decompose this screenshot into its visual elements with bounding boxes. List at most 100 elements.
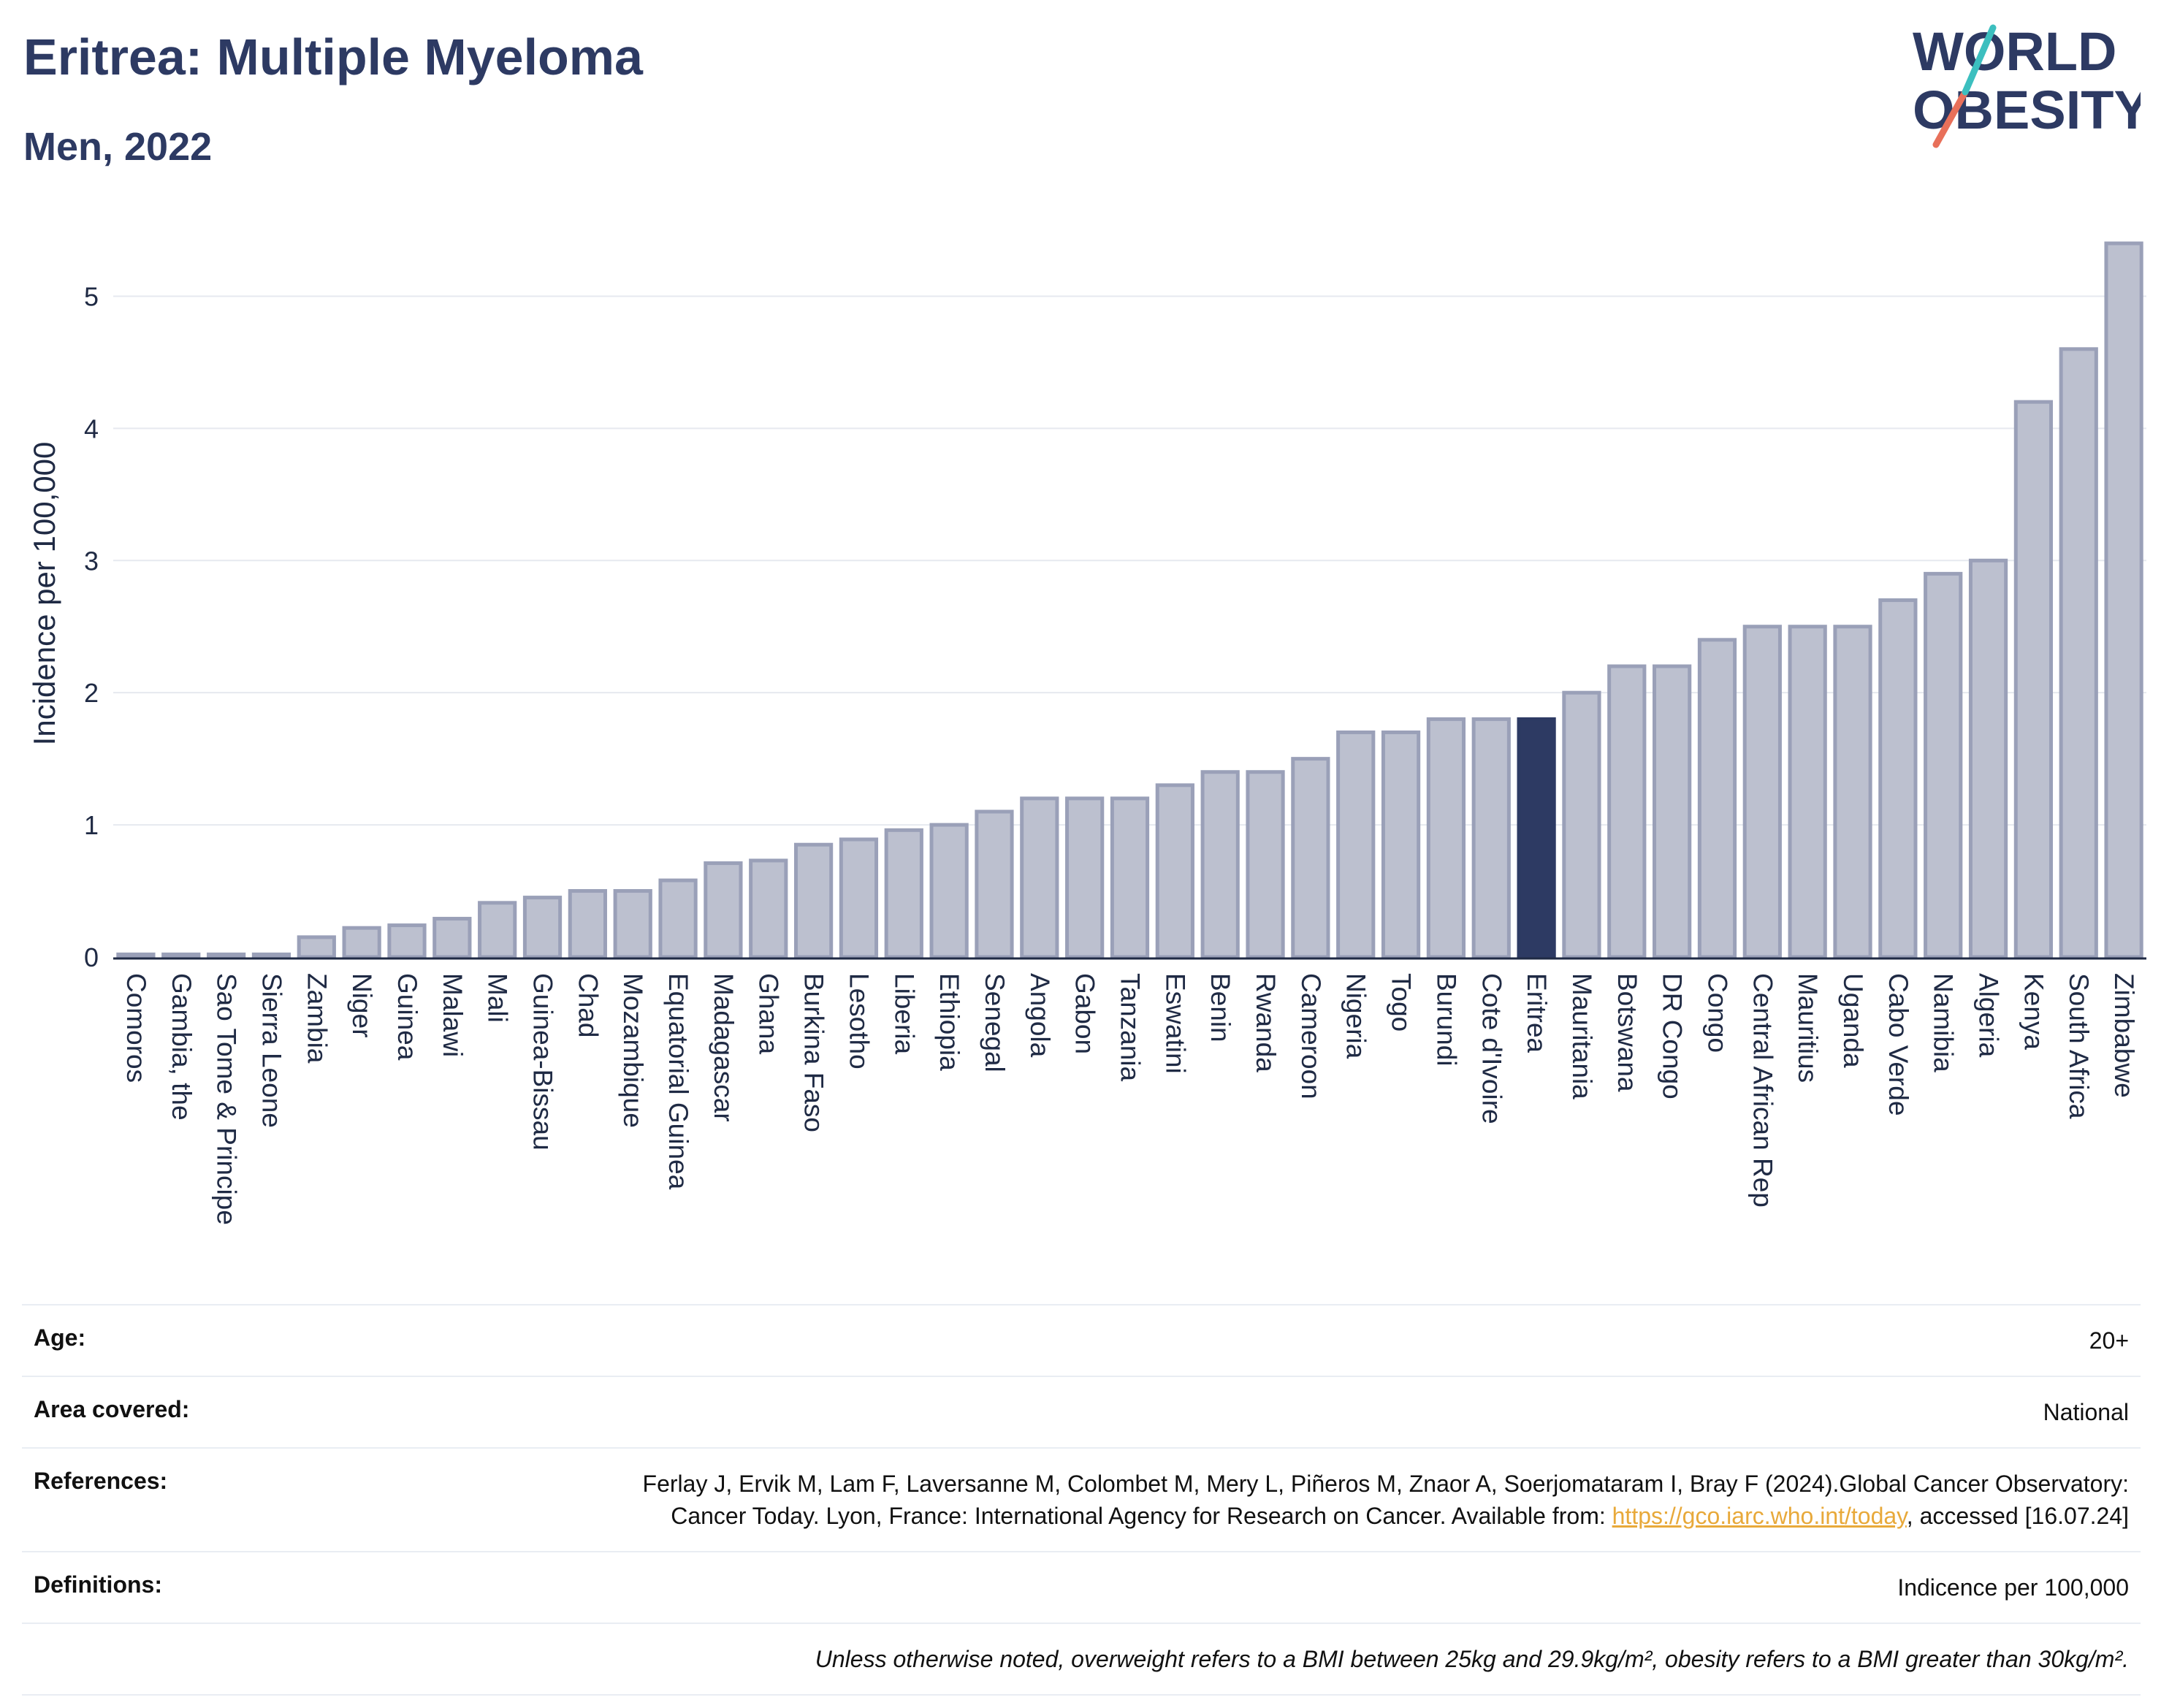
x-tick-label: Malawi	[438, 973, 468, 1057]
bar	[839, 837, 879, 959]
bar	[929, 823, 969, 959]
bar	[1020, 796, 1059, 959]
x-tick-label: Zimbabwe	[2109, 973, 2139, 1098]
bar	[1246, 770, 1285, 959]
bar	[161, 952, 201, 959]
bar	[2104, 241, 2143, 959]
y-tick-label: 0	[84, 942, 99, 972]
area-label: Area covered:	[34, 1396, 190, 1422]
x-tick-label: Sao Tome & Principe	[212, 973, 242, 1225]
info-row-age: Age: 20+	[22, 1304, 2141, 1376]
bmi-note: Unless otherwise noted, overweight refer…	[815, 1646, 2129, 1672]
y-tick-label: 2	[84, 678, 99, 708]
references-link[interactable]: https://gco.iarc.who.int/today	[1612, 1503, 1907, 1529]
x-tick-label: Mali	[483, 973, 513, 1023]
bar	[884, 828, 923, 959]
y-tick-label: 4	[84, 413, 99, 443]
bar	[1653, 664, 1692, 959]
bar	[1968, 558, 2008, 959]
bar	[387, 923, 427, 959]
y-tick-label: 1	[84, 810, 99, 840]
x-tick-label: Eritrea	[1522, 973, 1552, 1053]
x-tick-label: Congo	[1702, 973, 1732, 1053]
x-tick-label: Liberia	[889, 973, 919, 1054]
bar	[1471, 717, 1511, 959]
references-body: Ferlay J, Ervik M, Lam F, Laversanne M, …	[642, 1471, 2129, 1529]
bars	[116, 241, 2143, 959]
y-axis-label: Incidence per 100,000	[27, 442, 61, 746]
x-tick-label: Gabon	[1070, 973, 1100, 1054]
bar	[1155, 783, 1194, 959]
x-tick-label: Equatorial Guinea	[663, 973, 693, 1190]
bar	[568, 889, 607, 959]
x-tick-label: Chad	[573, 973, 603, 1037]
x-tick-label: Togo	[1387, 973, 1417, 1032]
bar	[658, 878, 698, 959]
bar	[1065, 796, 1105, 959]
references-label: References:	[34, 1468, 168, 1494]
bar	[1833, 625, 1872, 959]
bar	[432, 917, 472, 959]
x-tick-label: Gambia, the	[167, 973, 197, 1121]
x-tick-label: Ethiopia	[934, 973, 964, 1071]
x-tick-label: Madagascar	[709, 973, 739, 1122]
bar	[1110, 796, 1150, 959]
x-tick-label: Ghana	[754, 973, 784, 1055]
x-tick-label: Namibia	[1929, 973, 1959, 1072]
area-value: National	[2043, 1399, 2129, 1425]
bar	[251, 952, 291, 959]
x-tick-label: Eswatini	[1160, 973, 1190, 1074]
x-tick-label: Cote d'Ivoire	[1476, 973, 1506, 1124]
age-label: Age:	[34, 1324, 86, 1351]
x-tick-label: Central African Rep	[1748, 973, 1777, 1208]
x-tick-label: Senegal	[980, 973, 1010, 1072]
x-tick-label: Comoros	[121, 973, 151, 1083]
bar	[1697, 638, 1737, 959]
logo-word-world: WORLD	[1913, 21, 2117, 82]
bar	[522, 896, 563, 959]
bar	[793, 842, 834, 959]
logo-slash-lower	[1932, 88, 1969, 148]
x-tick-label: Benin	[1205, 973, 1235, 1042]
bar	[1788, 625, 1827, 959]
bar	[2013, 400, 2054, 959]
x-tick-label: Rwanda	[1251, 973, 1281, 1072]
bar	[1200, 770, 1240, 959]
x-tick-label: Mauritius	[1793, 973, 1823, 1083]
bar	[1381, 730, 1421, 959]
x-tick-label: Algeria	[1974, 973, 2004, 1058]
bar-chart: 0 1 2 3 4 5 Comoros Gambia, the Sao Tome & Prin…	[27, 241, 2146, 1225]
x-tick-label: South Africa	[2064, 973, 2094, 1119]
x-tick-label: Kenya	[2019, 973, 2048, 1050]
x-tick-label: Guinea-Bissau	[528, 973, 558, 1151]
definitions-value: Indicence per 100,000	[1897, 1574, 2129, 1601]
x-tick-label: Burkina Faso	[799, 973, 829, 1132]
bar	[1291, 757, 1330, 959]
x-tick-label: Tanzania	[1116, 973, 1146, 1082]
bar	[478, 901, 517, 959]
chart-title: Eritrea: Multiple Myeloma	[23, 28, 643, 85]
bar	[1742, 625, 1782, 959]
definitions-label: Definitions:	[34, 1571, 162, 1598]
info-table: Age: 20+ Area covered: National Referenc…	[22, 1304, 2141, 1696]
bar-highlight	[1517, 717, 1556, 959]
info-row-area: Area covered: National	[22, 1376, 2141, 1447]
bar	[704, 861, 743, 959]
x-tick-label: Guinea	[392, 973, 422, 1061]
info-row-note: Unless otherwise noted, overweight refer…	[22, 1623, 2141, 1696]
x-tick-label: Niger	[347, 973, 377, 1037]
bar	[206, 952, 246, 959]
bar	[1607, 664, 1647, 959]
bar	[749, 858, 788, 959]
x-tick-label: Zambia	[302, 973, 332, 1064]
x-tick-label: Uganda	[1838, 973, 1868, 1068]
bar	[116, 952, 156, 959]
y-tick-label: 3	[84, 546, 99, 576]
x-tick-label: Cabo Verde	[1883, 973, 1913, 1116]
info-row-definitions: Definitions: Indicence per 100,000	[22, 1551, 2141, 1623]
x-tick-label: DR Congo	[1658, 973, 1688, 1099]
bar	[1562, 690, 1601, 959]
bar	[342, 926, 381, 959]
age-value: 20+	[2089, 1327, 2129, 1354]
references-text: Ferlay J, Ervik M, Lam F, Laversanne M, …	[595, 1468, 2129, 1532]
